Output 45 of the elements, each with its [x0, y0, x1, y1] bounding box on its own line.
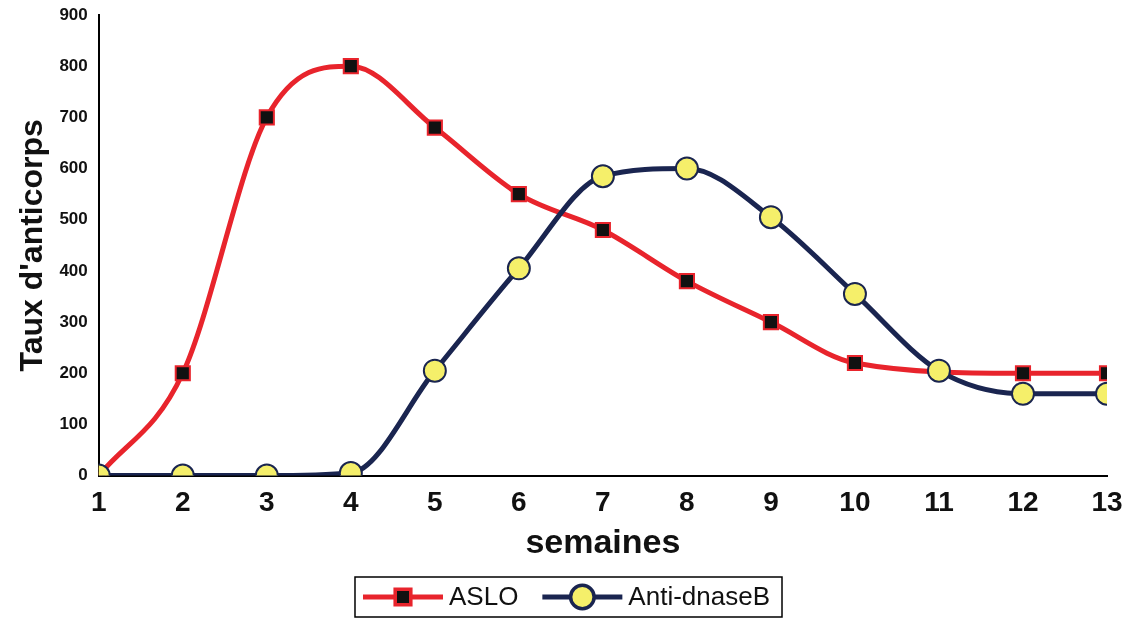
point: [842, 281, 867, 306]
x-tick-label: 10: [839, 486, 871, 518]
x-tick-label: 6: [511, 486, 527, 518]
point: [594, 221, 611, 239]
point: [422, 358, 447, 383]
point: [758, 205, 783, 230]
y-tick-label: 500: [59, 209, 88, 229]
x-tick-label: 8: [679, 486, 695, 518]
y-tick-label: 100: [59, 414, 88, 434]
point: [510, 186, 527, 203]
point: [506, 256, 531, 281]
legend-label: ASLO: [449, 581, 519, 612]
x-tick-label: 13: [1091, 486, 1123, 518]
y-tick-label: 200: [59, 362, 88, 382]
point: [926, 358, 951, 383]
y-tick-label: 900: [59, 4, 88, 24]
point: [846, 354, 864, 372]
point: [1010, 381, 1035, 406]
point: [1014, 365, 1032, 382]
x-tick-label: 4: [343, 486, 360, 518]
x-tick-label: 9: [763, 486, 779, 518]
point: [678, 273, 695, 290]
x-tick-label: 11: [924, 486, 954, 518]
point: [258, 109, 275, 126]
y-axis-title: Taux d'anticorps: [13, 119, 50, 372]
y-tick-label: 400: [59, 260, 88, 280]
x-axis-title: semaines: [525, 521, 681, 560]
y-tick-label: 0: [78, 465, 88, 485]
point: [174, 365, 191, 382]
point: [342, 58, 359, 75]
x-tick-label: 7: [595, 486, 611, 518]
y-tick-label: 800: [59, 55, 88, 75]
y-tick-label: 700: [59, 107, 88, 127]
y-tick-label: 600: [59, 158, 88, 178]
x-tick-label: 3: [259, 486, 275, 518]
x-tick-label: 12: [1007, 486, 1039, 518]
point: [762, 314, 779, 331]
x-tick-label: 1: [90, 486, 107, 518]
point: [590, 164, 615, 189]
x-tick-label: 5: [427, 486, 443, 518]
y-tick-label: 300: [59, 311, 88, 331]
point: [674, 156, 699, 181]
legend-label: Anti-dnaseB: [628, 581, 771, 612]
x-tick-label: 2: [174, 486, 191, 518]
point: [426, 119, 443, 136]
